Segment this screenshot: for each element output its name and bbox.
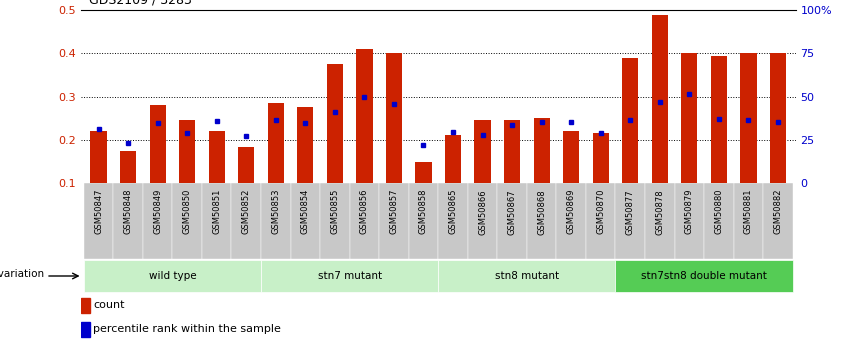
Text: GSM50848: GSM50848 [123,189,133,234]
Bar [350,183,380,259]
Bar [445,136,461,183]
Bar [208,131,225,183]
Bar [268,103,284,183]
Text: GSM50865: GSM50865 [448,189,458,234]
Text: GSM50857: GSM50857 [390,189,398,234]
Text: GSM50854: GSM50854 [301,189,310,234]
Text: GSM50858: GSM50858 [419,189,428,234]
Bar [534,118,550,183]
Bar [238,148,254,183]
Bar [81,298,90,313]
Text: GSM50870: GSM50870 [597,189,605,234]
Bar [438,260,615,292]
Bar [173,183,202,259]
Text: GSM50877: GSM50877 [625,189,635,235]
Bar [468,183,497,259]
Text: stn7stn8 double mutant: stn7stn8 double mutant [641,271,767,281]
Bar [527,183,557,259]
Bar [120,150,136,183]
Bar [357,49,373,183]
Bar [150,105,166,183]
Bar [81,322,90,337]
Text: stn7 mutant: stn7 mutant [317,271,382,281]
Bar [563,131,580,183]
Bar [297,107,313,183]
Bar [83,183,113,259]
Bar [231,183,261,259]
Bar [83,260,261,292]
Bar [586,183,615,259]
Text: GSM50867: GSM50867 [507,189,517,235]
Bar [438,183,468,259]
Bar [475,120,491,183]
Bar [504,120,520,183]
Bar [770,53,786,183]
Bar [179,120,196,183]
Text: GSM50868: GSM50868 [537,189,546,235]
Text: GSM50855: GSM50855 [330,189,340,234]
Bar [143,183,173,259]
Bar [681,53,698,183]
Bar [615,260,793,292]
Bar [290,183,320,259]
Text: count: count [94,300,125,310]
Text: wild type: wild type [149,271,197,281]
Text: stn8 mutant: stn8 mutant [494,271,559,281]
Bar [415,162,431,183]
Bar [380,183,408,259]
Bar [704,183,734,259]
Bar [497,183,527,259]
Text: genotype/variation: genotype/variation [0,269,44,279]
Bar [320,183,350,259]
Text: GSM50850: GSM50850 [183,189,191,234]
Bar [386,53,402,183]
Text: GSM50869: GSM50869 [567,189,575,234]
Bar [615,183,645,259]
Text: GSM50879: GSM50879 [685,189,694,234]
Bar [113,183,143,259]
Text: GSM50856: GSM50856 [360,189,369,234]
Bar [592,133,608,183]
Bar [675,183,704,259]
Bar [557,183,586,259]
Bar [652,15,668,183]
Bar [740,53,757,183]
Text: GSM50878: GSM50878 [655,189,665,235]
Text: GSM50880: GSM50880 [714,189,723,234]
Bar [711,56,727,183]
Text: GSM50866: GSM50866 [478,189,487,235]
Bar [261,260,438,292]
Text: GSM50852: GSM50852 [242,189,251,234]
Text: GDS2109 / 3283: GDS2109 / 3283 [89,0,192,7]
Bar [202,183,231,259]
Bar [622,58,638,183]
Bar [408,183,438,259]
Bar [734,183,763,259]
Bar [645,183,675,259]
Text: GSM50882: GSM50882 [774,189,782,234]
Bar [763,183,793,259]
Text: GSM50851: GSM50851 [212,189,221,234]
Bar [90,131,106,183]
Text: GSM50847: GSM50847 [94,189,103,234]
Bar [327,64,343,183]
Text: GSM50853: GSM50853 [271,189,280,234]
Text: GSM50881: GSM50881 [744,189,753,234]
Text: GSM50849: GSM50849 [153,189,163,234]
Text: percentile rank within the sample: percentile rank within the sample [94,325,281,334]
Bar [261,183,290,259]
